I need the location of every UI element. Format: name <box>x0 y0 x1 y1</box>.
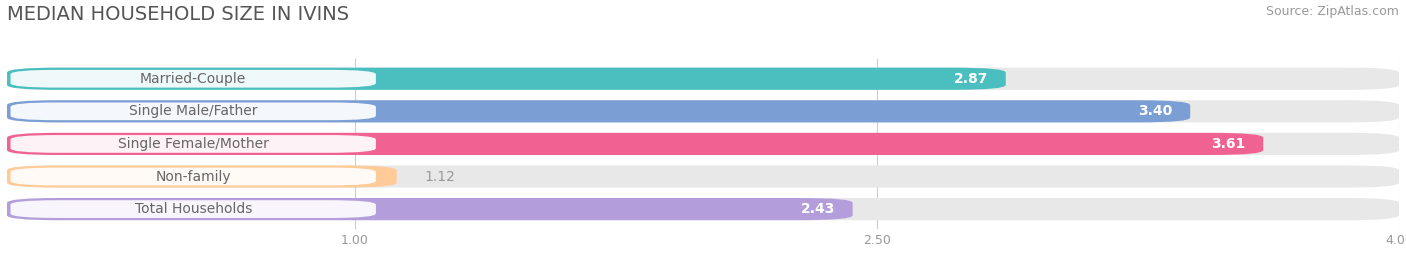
FancyBboxPatch shape <box>7 198 852 220</box>
FancyBboxPatch shape <box>7 68 1399 90</box>
FancyBboxPatch shape <box>7 165 1399 187</box>
FancyBboxPatch shape <box>10 135 375 153</box>
Text: Total Households: Total Households <box>135 202 252 216</box>
Text: 3.40: 3.40 <box>1139 104 1173 118</box>
FancyBboxPatch shape <box>10 70 375 88</box>
FancyBboxPatch shape <box>10 168 375 185</box>
FancyBboxPatch shape <box>7 100 1191 122</box>
FancyBboxPatch shape <box>7 100 1399 122</box>
FancyBboxPatch shape <box>10 200 375 218</box>
FancyBboxPatch shape <box>10 102 375 120</box>
Text: 2.87: 2.87 <box>955 72 988 86</box>
Text: Married-Couple: Married-Couple <box>141 72 246 86</box>
FancyBboxPatch shape <box>7 165 396 187</box>
Text: Non-family: Non-family <box>156 169 231 183</box>
Text: Source: ZipAtlas.com: Source: ZipAtlas.com <box>1265 5 1399 18</box>
FancyBboxPatch shape <box>7 68 1005 90</box>
FancyBboxPatch shape <box>7 198 1399 220</box>
Text: 2.43: 2.43 <box>801 202 835 216</box>
Text: Single Female/Mother: Single Female/Mother <box>118 137 269 151</box>
Text: 1.12: 1.12 <box>425 169 456 183</box>
FancyBboxPatch shape <box>7 133 1399 155</box>
FancyBboxPatch shape <box>7 133 1263 155</box>
Text: 3.61: 3.61 <box>1212 137 1246 151</box>
Text: Single Male/Father: Single Male/Father <box>129 104 257 118</box>
Text: MEDIAN HOUSEHOLD SIZE IN IVINS: MEDIAN HOUSEHOLD SIZE IN IVINS <box>7 5 349 24</box>
